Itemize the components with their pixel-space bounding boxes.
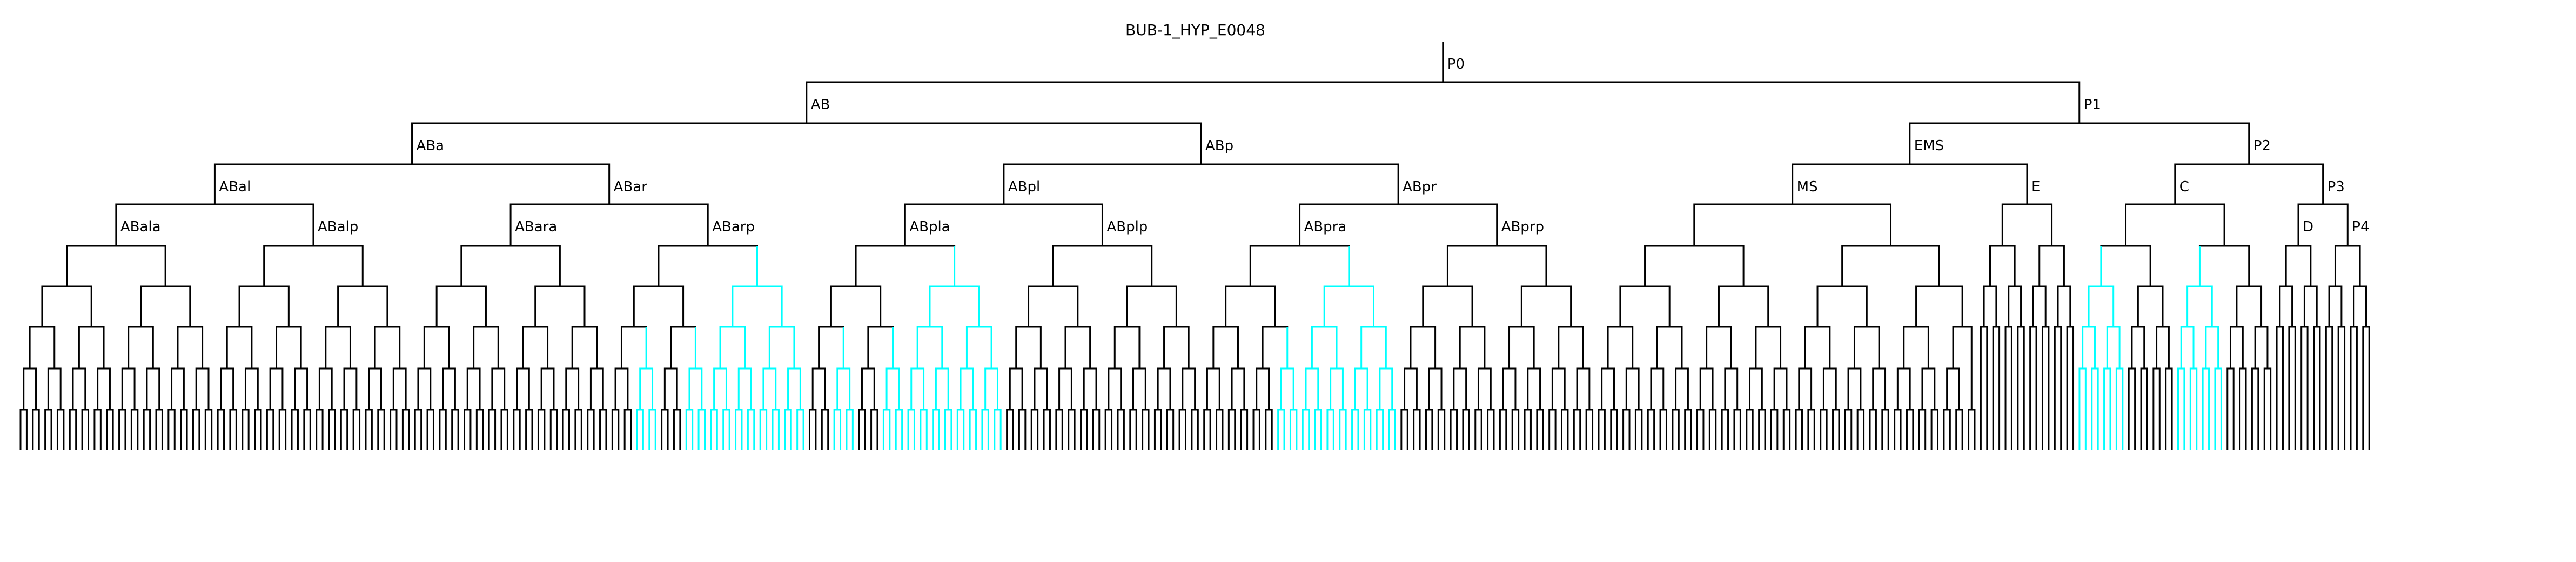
node-label-P0: P0 [1447,56,1465,72]
node-label-ABara: ABara [515,219,557,235]
node-label-ABpra: ABpra [1304,219,1347,235]
node-label-C: C [2179,179,2189,195]
node-label-P2: P2 [2253,138,2271,154]
node-label-P4: P4 [2352,219,2369,235]
node-label-D: D [2303,219,2313,235]
node-label-ABalp: ABalp [318,219,358,235]
node-label-ABprp: ABprp [1501,219,1544,235]
node-label-AB: AB [811,97,830,113]
chart-title: BUB-1_HYP_E0048 [1125,21,1265,39]
node-label-ABal: ABal [219,179,251,195]
node-label-ABpl: ABpl [1008,179,1040,195]
node-label-ABpr: ABpr [1403,179,1437,195]
node-label-P3: P3 [2327,179,2345,195]
node-label-ABa: ABa [417,138,445,154]
tree-lines-highlight [636,246,2222,450]
node-labels: P0 AB ABa ABal ABala ABalp ABar ABara ABarp ABp AB… [120,56,2370,235]
node-label-ABp: ABp [1205,138,1233,154]
node-label-MS: MS [1797,179,1818,195]
node-label-ABala: ABala [120,219,161,235]
node-label-E: E [2031,179,2040,195]
node-label-ABpla: ABpla [909,219,950,235]
node-label-P1: P1 [2084,97,2101,113]
tree-branches [19,42,2370,450]
node-label-EMS: EMS [1914,138,1944,154]
node-label-ABarp: ABarp [712,219,755,235]
node-label-ABar: ABar [614,179,648,195]
node-label-ABplp: ABplp [1106,219,1148,235]
tree-lines-black [19,42,2370,450]
